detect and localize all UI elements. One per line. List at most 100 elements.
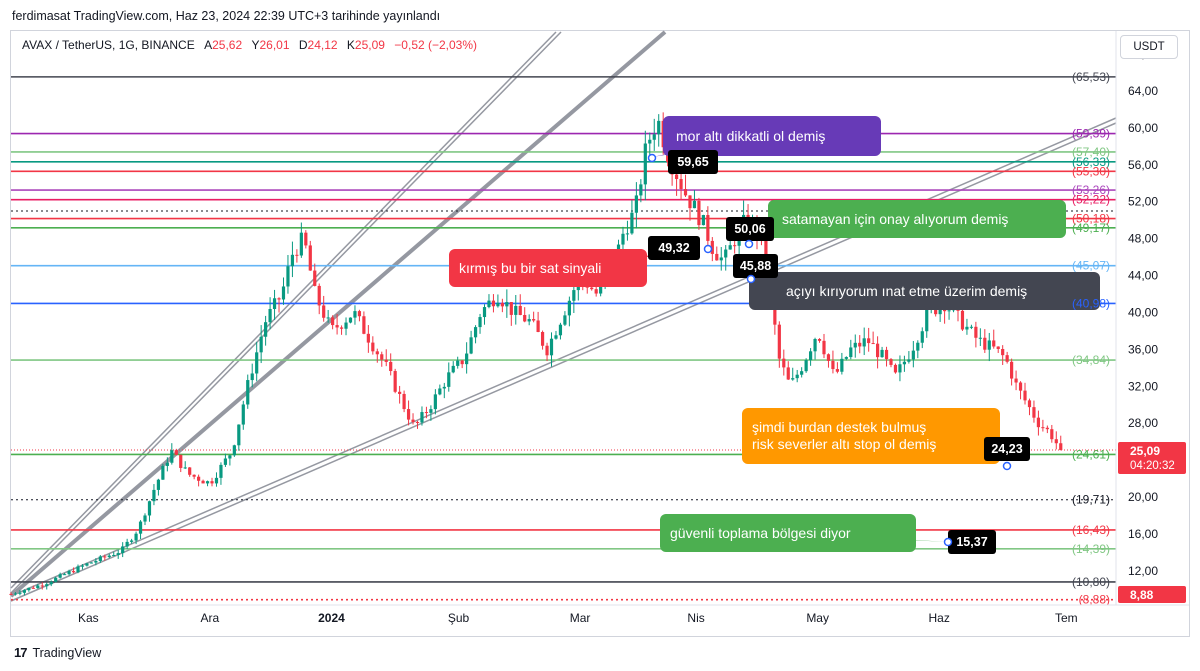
candle-body bbox=[572, 290, 576, 301]
change-value: −0,52 (−2,03%) bbox=[394, 38, 478, 52]
time-tick-label: Kas bbox=[78, 611, 99, 625]
time-axis[interactable] bbox=[11, 605, 1116, 636]
price-chart[interactable]: mor altı dikkatli ol demiş 59,65 satamayan… bbox=[0, 0, 1200, 640]
candle-body bbox=[1045, 427, 1049, 430]
candle-body bbox=[523, 314, 527, 322]
candle-body bbox=[138, 521, 143, 534]
candle-body bbox=[98, 556, 102, 561]
candle-body bbox=[232, 445, 236, 456]
level-label: (19,71) bbox=[1072, 493, 1110, 507]
level-label: (10,80) bbox=[1072, 575, 1110, 589]
candle-body bbox=[692, 200, 697, 209]
candle-body bbox=[313, 270, 317, 286]
time-tick-label: Ara bbox=[201, 611, 220, 625]
candle-body bbox=[380, 354, 384, 360]
annotation-callout[interactable]: açıyı kırıyorum ınat etme üzerim demiş 45… bbox=[733, 254, 1100, 310]
anchor-point bbox=[746, 274, 756, 284]
currency-button[interactable]: USDT bbox=[1120, 35, 1178, 59]
callout-box bbox=[742, 408, 1000, 464]
price-axis[interactable] bbox=[1116, 31, 1189, 605]
candle-body bbox=[1018, 382, 1023, 391]
candle-body bbox=[706, 215, 710, 241]
candle-body bbox=[1059, 443, 1063, 451]
candle-body bbox=[478, 317, 482, 328]
time-tick-label: 2024 bbox=[318, 611, 345, 625]
low-label: D bbox=[298, 38, 308, 52]
candle-body bbox=[782, 358, 786, 368]
level-label: (52,22) bbox=[1072, 193, 1110, 207]
candle-body bbox=[210, 481, 214, 484]
candle-body bbox=[599, 282, 603, 294]
callout-box bbox=[768, 200, 1066, 238]
callout-box bbox=[749, 272, 1100, 310]
candle-body bbox=[362, 316, 366, 334]
annotation-callout[interactable]: güvenli toplama bölgesi diyor 15,37 bbox=[660, 514, 996, 554]
candle-body bbox=[58, 574, 62, 578]
candle-body bbox=[1054, 439, 1058, 444]
candle-body bbox=[558, 324, 563, 336]
candle-body bbox=[786, 367, 790, 380]
candle-body bbox=[85, 563, 89, 566]
candle-body bbox=[67, 571, 71, 575]
annotation-callout[interactable]: kırmış bu bir sat sinyali 49,32 bbox=[449, 236, 713, 287]
candle-body bbox=[121, 546, 125, 554]
candle-body bbox=[880, 349, 884, 358]
candle-body bbox=[214, 477, 219, 484]
candle-body bbox=[1050, 429, 1054, 440]
candle-body bbox=[371, 342, 375, 352]
candle-body bbox=[402, 393, 406, 410]
callout-text: satamayan için onay alıyorum demiş bbox=[782, 211, 1008, 227]
candle-body bbox=[237, 424, 241, 446]
candle-body bbox=[18, 592, 22, 594]
candle-body bbox=[719, 257, 723, 261]
candle-body bbox=[9, 593, 13, 595]
candle-body bbox=[871, 343, 875, 345]
candle-body bbox=[679, 179, 683, 190]
low-price-tag: 8,88 bbox=[1118, 586, 1186, 603]
low-value: 24,12 bbox=[307, 38, 338, 52]
candle-body bbox=[652, 134, 656, 140]
candle-body bbox=[795, 374, 799, 379]
candle-body bbox=[45, 584, 49, 587]
candle-body bbox=[174, 450, 178, 455]
candle-body bbox=[934, 306, 938, 315]
candle-body bbox=[505, 302, 509, 307]
candle-body bbox=[451, 365, 455, 373]
candle-body bbox=[156, 479, 161, 490]
candle-body bbox=[89, 562, 94, 564]
candle-body bbox=[134, 533, 138, 541]
time-tick-label: Nis bbox=[687, 611, 704, 625]
candle-body bbox=[1005, 355, 1009, 362]
anchor-point bbox=[943, 537, 953, 547]
annotation-callout[interactable]: mor altı dikkatli ol demiş 59,65 bbox=[647, 116, 882, 174]
level-label: (53,26) bbox=[1072, 183, 1110, 197]
anchor-point bbox=[744, 239, 754, 249]
candle-body bbox=[406, 409, 411, 420]
candle-body bbox=[648, 139, 652, 144]
candle-body bbox=[205, 481, 210, 484]
candle-body bbox=[290, 254, 295, 267]
annotation-callout[interactable]: satamayan için onay alıyorum demiş 50,06 bbox=[726, 200, 1066, 249]
level-label: (57,40) bbox=[1072, 145, 1110, 159]
rising-channel-line-upper bbox=[10, 31, 557, 589]
price-badge bbox=[733, 254, 778, 278]
candle-body bbox=[268, 309, 272, 323]
high-value: 26,01 bbox=[259, 38, 290, 52]
candle-body bbox=[965, 326, 969, 330]
candle-body bbox=[76, 566, 80, 573]
candle-body bbox=[161, 465, 165, 480]
time-tick-label: Mar bbox=[570, 611, 591, 625]
candle-body bbox=[804, 360, 808, 372]
footer: 17 TradingView bbox=[14, 645, 101, 660]
candle-body bbox=[777, 324, 781, 359]
candle-body bbox=[264, 322, 268, 337]
price-tick-label: 40,00 bbox=[1128, 305, 1158, 319]
candle-body bbox=[849, 347, 853, 358]
candle-body bbox=[496, 302, 500, 307]
candle-body bbox=[594, 289, 598, 294]
candle-body bbox=[683, 189, 688, 196]
candle-body bbox=[902, 361, 907, 365]
candle-body bbox=[840, 358, 844, 372]
annotations: mor altı dikkatli ol demiş 59,65 satamayan… bbox=[449, 116, 1100, 554]
